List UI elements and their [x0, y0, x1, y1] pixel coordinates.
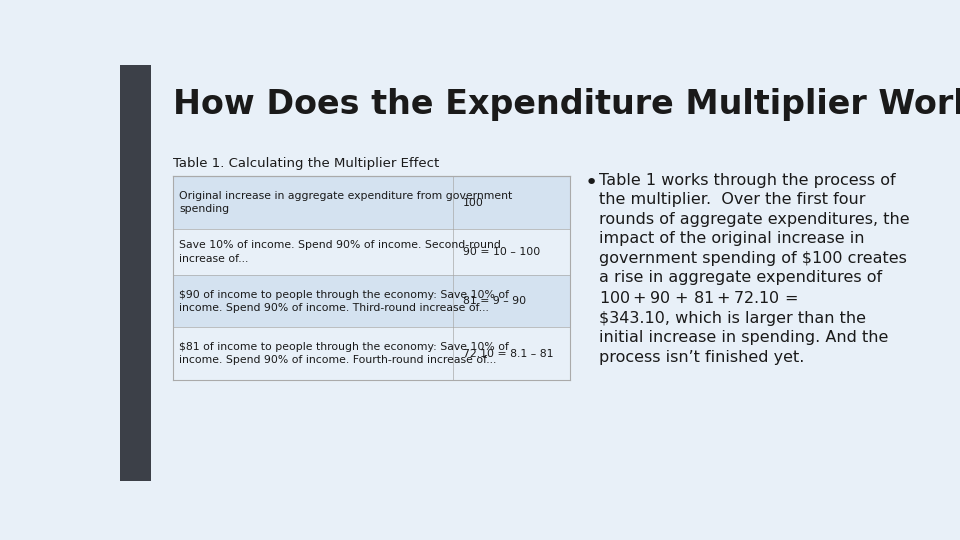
- Text: 81 = 9 – 90: 81 = 9 – 90: [463, 296, 526, 306]
- Text: $81 of income to people through the economy: Save 10% of
income. Spend 90% of in: $81 of income to people through the econ…: [180, 342, 509, 365]
- Text: 90 = 10 – 100: 90 = 10 – 100: [463, 247, 540, 257]
- Bar: [120, 65, 152, 481]
- Text: Table 1 works through the process of
the multiplier.  Over the first four
rounds: Table 1 works through the process of the…: [599, 173, 909, 365]
- Text: 100: 100: [463, 198, 484, 207]
- Text: Original increase in aggregate expenditure from government
spending: Original increase in aggregate expenditu…: [180, 191, 513, 214]
- Text: •: •: [585, 173, 598, 193]
- Bar: [173, 327, 569, 380]
- Bar: [173, 177, 569, 229]
- Bar: [173, 229, 569, 275]
- Text: Save 10% of income. Spend 90% of income. Second-round
increase of...: Save 10% of income. Spend 90% of income.…: [180, 240, 501, 264]
- Text: How Does the Expenditure Multiplier Work?: How Does the Expenditure Multiplier Work…: [173, 88, 960, 121]
- Text: 72.10 = 8.1 – 81: 72.10 = 8.1 – 81: [463, 348, 553, 359]
- Text: $90 of income to people through the economy: Save 10% of
income. Spend 90% of in: $90 of income to people through the econ…: [180, 289, 509, 313]
- Text: Table 1. Calculating the Multiplier Effect: Table 1. Calculating the Multiplier Effe…: [173, 157, 439, 170]
- Bar: [173, 275, 569, 327]
